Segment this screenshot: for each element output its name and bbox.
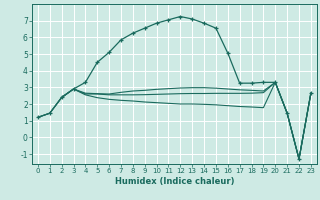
X-axis label: Humidex (Indice chaleur): Humidex (Indice chaleur) bbox=[115, 177, 234, 186]
